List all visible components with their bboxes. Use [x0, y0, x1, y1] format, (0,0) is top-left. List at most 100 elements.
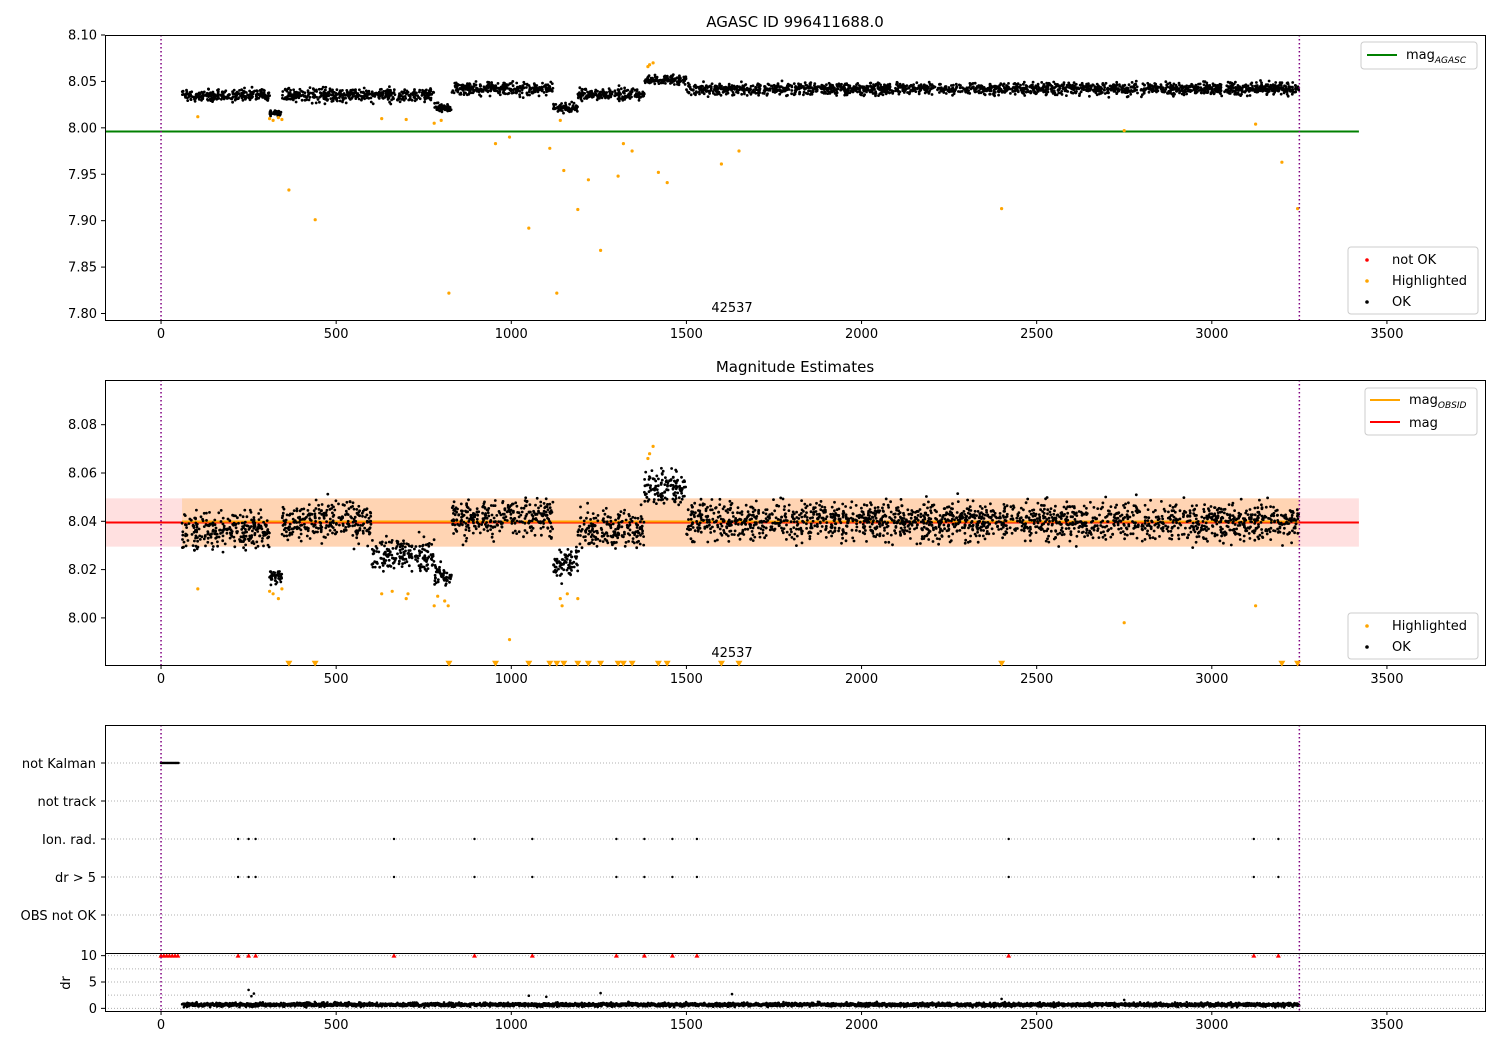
ok-point	[308, 86, 312, 89]
ok-point	[627, 513, 631, 516]
ok-point	[811, 89, 815, 93]
ok-point	[567, 553, 571, 557]
ok-point	[292, 88, 295, 92]
ok-point	[414, 545, 418, 548]
ok-point	[444, 107, 447, 110]
ok-point	[983, 93, 987, 97]
ok-point	[735, 87, 739, 90]
ok-point	[530, 525, 533, 529]
ok-point	[792, 82, 796, 85]
ok-point	[771, 84, 774, 88]
ok-point	[757, 86, 760, 89]
ok-point	[327, 94, 331, 98]
ok-point	[628, 93, 632, 97]
ok-point	[933, 85, 937, 89]
ok-point	[1115, 80, 1119, 84]
ok-point	[515, 532, 519, 535]
ok-point	[496, 523, 499, 527]
ok-point	[924, 84, 928, 88]
ok-point	[722, 86, 726, 90]
ok-point	[1285, 90, 1289, 94]
ok-point	[464, 539, 468, 543]
ok-point	[416, 556, 420, 560]
ok-point	[319, 521, 323, 525]
ok-point	[250, 94, 254, 98]
ok-point	[904, 88, 907, 92]
ok-point	[345, 500, 349, 504]
ok-point	[489, 528, 492, 531]
highlighted-point	[404, 117, 408, 122]
ok-point	[462, 91, 466, 95]
ok-point	[204, 544, 207, 548]
ok-point	[343, 528, 346, 532]
ok-point	[686, 81, 690, 85]
ok-point	[243, 508, 247, 512]
ok-point	[604, 506, 608, 510]
ok-point	[496, 82, 500, 85]
ok-point	[660, 466, 663, 470]
ok-point	[666, 79, 670, 83]
ok-point	[180, 521, 184, 525]
ok-point	[720, 84, 723, 88]
ok-point	[752, 88, 755, 92]
ok-point	[607, 96, 610, 100]
ok-point	[297, 536, 301, 539]
highlighted-point	[737, 149, 741, 153]
ok-point	[405, 92, 408, 96]
ok-point	[346, 94, 350, 97]
ok-point	[325, 520, 328, 523]
ok-point	[241, 531, 245, 535]
ok-point	[575, 105, 579, 109]
ok-point	[1106, 90, 1110, 93]
ok-point	[230, 530, 234, 533]
ok-point	[369, 100, 373, 104]
ok-point	[490, 81, 493, 84]
ok-point	[731, 93, 734, 97]
ok-point	[306, 94, 310, 97]
ok-point	[407, 564, 411, 568]
ok-point	[656, 79, 660, 82]
ok-point	[670, 467, 673, 470]
ok-point	[477, 90, 481, 94]
ok-point	[994, 84, 998, 88]
ok-point	[617, 89, 621, 92]
ok-point	[423, 100, 426, 104]
ok-point	[193, 539, 196, 543]
ok-point	[1169, 87, 1173, 91]
ok-point	[465, 536, 469, 540]
ok-point	[502, 81, 506, 85]
ok-point	[541, 513, 544, 517]
ok-point	[651, 477, 655, 481]
ok-point	[570, 569, 573, 572]
ok-point	[388, 85, 391, 89]
ok-point	[1147, 90, 1151, 94]
ok-point	[1133, 83, 1136, 87]
ok-point	[1195, 90, 1199, 94]
ok-point	[1209, 92, 1213, 96]
ok-point	[236, 516, 239, 520]
ok-point	[221, 534, 225, 538]
ok-point	[1154, 82, 1158, 86]
ok-point	[231, 96, 234, 99]
ok-point	[270, 112, 274, 116]
x-tick-label: 500	[324, 327, 349, 342]
ok-point	[189, 93, 193, 97]
ok-point	[1022, 80, 1026, 84]
ok-point	[306, 90, 310, 94]
ok-point	[1079, 86, 1083, 90]
ok-point	[440, 110, 444, 114]
ok-point	[1237, 88, 1241, 92]
ok-point	[560, 558, 564, 561]
ok-point	[819, 87, 823, 90]
ok-point	[743, 83, 747, 87]
ok-point	[448, 573, 452, 577]
ok-point	[191, 544, 195, 547]
ok-point	[293, 90, 296, 94]
ok-point	[717, 91, 721, 95]
ok-point	[423, 96, 427, 100]
y-tick-label: 8.02	[68, 563, 97, 578]
x-tick-label: 0	[157, 672, 165, 687]
ok-point	[652, 500, 656, 504]
ok-point	[641, 90, 645, 94]
ok-point	[1195, 86, 1198, 90]
